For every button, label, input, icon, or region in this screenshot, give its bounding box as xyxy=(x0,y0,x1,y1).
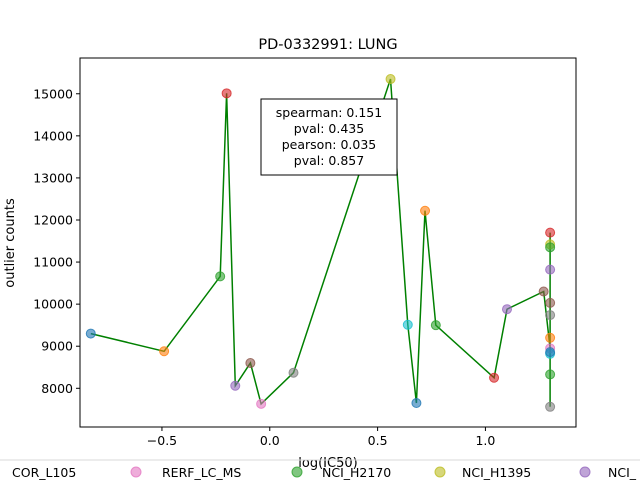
y-tick-label: 11000 xyxy=(33,255,73,270)
x-axis: −0.5 0.0 0.5 1.0 xyxy=(147,427,495,448)
data-point xyxy=(411,398,422,409)
y-tick-label: 10000 xyxy=(33,297,73,312)
legend-marker xyxy=(291,466,303,478)
legend-item: NCI_ xyxy=(579,465,637,480)
data-point xyxy=(245,358,256,369)
data-point xyxy=(420,205,431,216)
x-tick-label: −0.5 xyxy=(147,433,177,448)
data-point xyxy=(230,380,241,391)
y-axis-label: outlier counts xyxy=(3,198,18,288)
legend-marker xyxy=(434,466,446,478)
x-tick-label: 0.0 xyxy=(260,433,280,448)
data-point xyxy=(85,328,96,339)
data-point xyxy=(545,310,556,321)
data-point xyxy=(215,271,226,282)
x-tick-label: 0.5 xyxy=(368,433,388,448)
data-point xyxy=(545,347,556,358)
legend-marker xyxy=(130,466,142,478)
y-tick-label: 14000 xyxy=(33,128,73,143)
plot-area xyxy=(79,57,577,428)
data-point xyxy=(288,367,299,378)
legend-marker xyxy=(579,466,591,478)
legend-label: NCI_H1395 xyxy=(462,465,531,480)
data-point xyxy=(501,304,512,315)
y-tick-label: 13000 xyxy=(33,170,73,185)
chart-title: PD-0332991: LUNG xyxy=(258,37,397,53)
legend-label: COR_L105 xyxy=(12,465,76,480)
y-tick-label: 8000 xyxy=(41,381,73,396)
data-point xyxy=(545,401,556,412)
annotation-line: pearson: 0.035 xyxy=(282,137,376,152)
y-axis: 8000 9000 10000 11000 12000 13000 14000 15000 xyxy=(33,86,80,396)
legend-item: COR_L105 xyxy=(12,465,76,480)
data-point xyxy=(489,372,500,383)
legend-label: RERF_LC_MS xyxy=(162,465,241,480)
data-point xyxy=(545,242,556,253)
y-tick-label: 15000 xyxy=(33,86,73,101)
data-point xyxy=(545,369,556,380)
data-point xyxy=(159,346,170,357)
data-point xyxy=(545,332,556,343)
data-point xyxy=(402,319,413,330)
data-point xyxy=(545,264,556,275)
legend-item: NCI_H1395 xyxy=(434,465,531,480)
annotation-box xyxy=(260,98,398,176)
annotation-line: pval: 0.857 xyxy=(294,153,364,168)
data-point xyxy=(538,286,549,297)
annotation-line: pval: 0.435 xyxy=(294,121,364,136)
data-points xyxy=(85,74,556,412)
x-tick-label: 1.0 xyxy=(475,433,495,448)
data-point xyxy=(545,297,556,308)
data-point xyxy=(256,398,267,409)
data-point xyxy=(221,88,232,99)
data-point xyxy=(545,227,556,238)
data-point xyxy=(430,320,441,331)
legend-item: NCI_H2170 xyxy=(291,465,391,480)
y-tick-label: 12000 xyxy=(33,212,73,227)
legend-item: RERF_LC_MS xyxy=(130,465,241,480)
data-point xyxy=(385,74,396,85)
legend-label: NCI_ xyxy=(608,465,637,480)
legend: COR_L105 RERF_LC_MS NCI_H2170 NCI_H1395 NCI_ xyxy=(0,459,640,480)
y-tick-label: 9000 xyxy=(41,339,73,354)
annotation-line: spearman: 0.151 xyxy=(276,105,382,120)
legend-label: NCI_H2170 xyxy=(322,465,391,480)
